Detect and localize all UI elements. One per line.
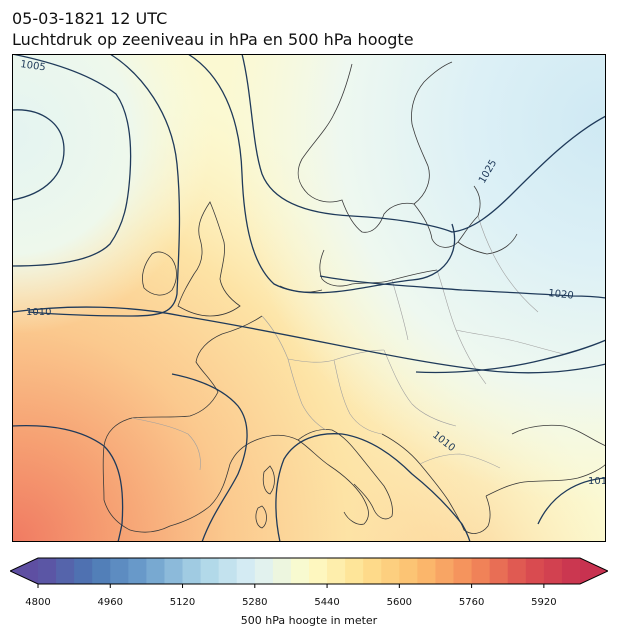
colorbar-ticks — [37, 584, 545, 588]
colorbar-tick-label: 5120 — [169, 597, 196, 608]
weather-map: 1005 1010 1010 1020 1025 101 — [12, 54, 606, 542]
colorbar-tick-label: 5440 — [314, 597, 340, 608]
map-title-date: 05-03-1821 12 UTC — [12, 9, 168, 28]
colorbar — [10, 557, 608, 588]
colorbar-segment — [417, 558, 436, 584]
colorbar-segment — [218, 558, 238, 584]
colorbar-segment — [56, 558, 75, 584]
colorbar-segment — [182, 558, 202, 584]
isobar-label-1020: 1020 — [548, 288, 574, 302]
isobar-label-1010-west: 1010 — [26, 307, 51, 318]
coastlines — [102, 61, 606, 534]
colorbar-segment — [290, 558, 310, 584]
colorbar-tick-label: 5600 — [386, 597, 413, 608]
colorbar-segment — [345, 558, 364, 584]
map-frame — [12, 54, 606, 542]
colorbar-segment — [525, 558, 545, 584]
colorbar-segment — [110, 558, 129, 584]
colorbar-segment — [272, 558, 292, 584]
isobar-label-101-east: 101 — [588, 476, 606, 487]
colorbar-segment — [128, 558, 147, 584]
colorbar-tick-label: 4800 — [25, 597, 51, 608]
colorbar-segment — [489, 558, 509, 584]
colorbar-segment — [164, 558, 184, 584]
colorbar-segments — [38, 558, 581, 584]
colorbar-tick-label: 5760 — [458, 597, 485, 608]
colorbar-segment — [200, 558, 220, 584]
colorbar-segment — [38, 558, 57, 584]
colorbar-tick-label: 5920 — [531, 597, 557, 608]
colorbar-segment — [453, 558, 473, 584]
colorbar-segment — [543, 558, 563, 584]
colorbar-segment — [381, 558, 400, 584]
colorbar-segment — [435, 558, 455, 584]
colorbar-segment — [74, 558, 93, 584]
colorbar-segment — [254, 558, 274, 584]
colorbar-segment — [471, 558, 491, 584]
colorbar-extend-high — [580, 558, 608, 584]
colorbar-segment — [561, 558, 581, 584]
colorbar-segment — [399, 558, 418, 584]
colorbar-tick-label: 4960 — [97, 597, 123, 608]
colorbar-extend-low — [10, 558, 38, 584]
colorbar-label: 500 hPa hoogte in meter — [240, 614, 378, 627]
colorbar-tick-label: 5280 — [242, 597, 268, 608]
colorbar-segment — [363, 558, 382, 584]
isobars — [12, 54, 606, 542]
colorbar-segment — [92, 558, 111, 584]
colorbar-segment — [309, 558, 328, 584]
colorbar-segment — [146, 558, 165, 584]
isobar-label-1005: 1005 — [20, 59, 47, 73]
colorbar-segment — [327, 558, 346, 584]
colorbar-segment — [236, 558, 256, 584]
colorbar-segment — [507, 558, 527, 584]
map-title-description: Luchtdruk op zeeniveau in hPa en 500 hPa… — [12, 30, 414, 49]
